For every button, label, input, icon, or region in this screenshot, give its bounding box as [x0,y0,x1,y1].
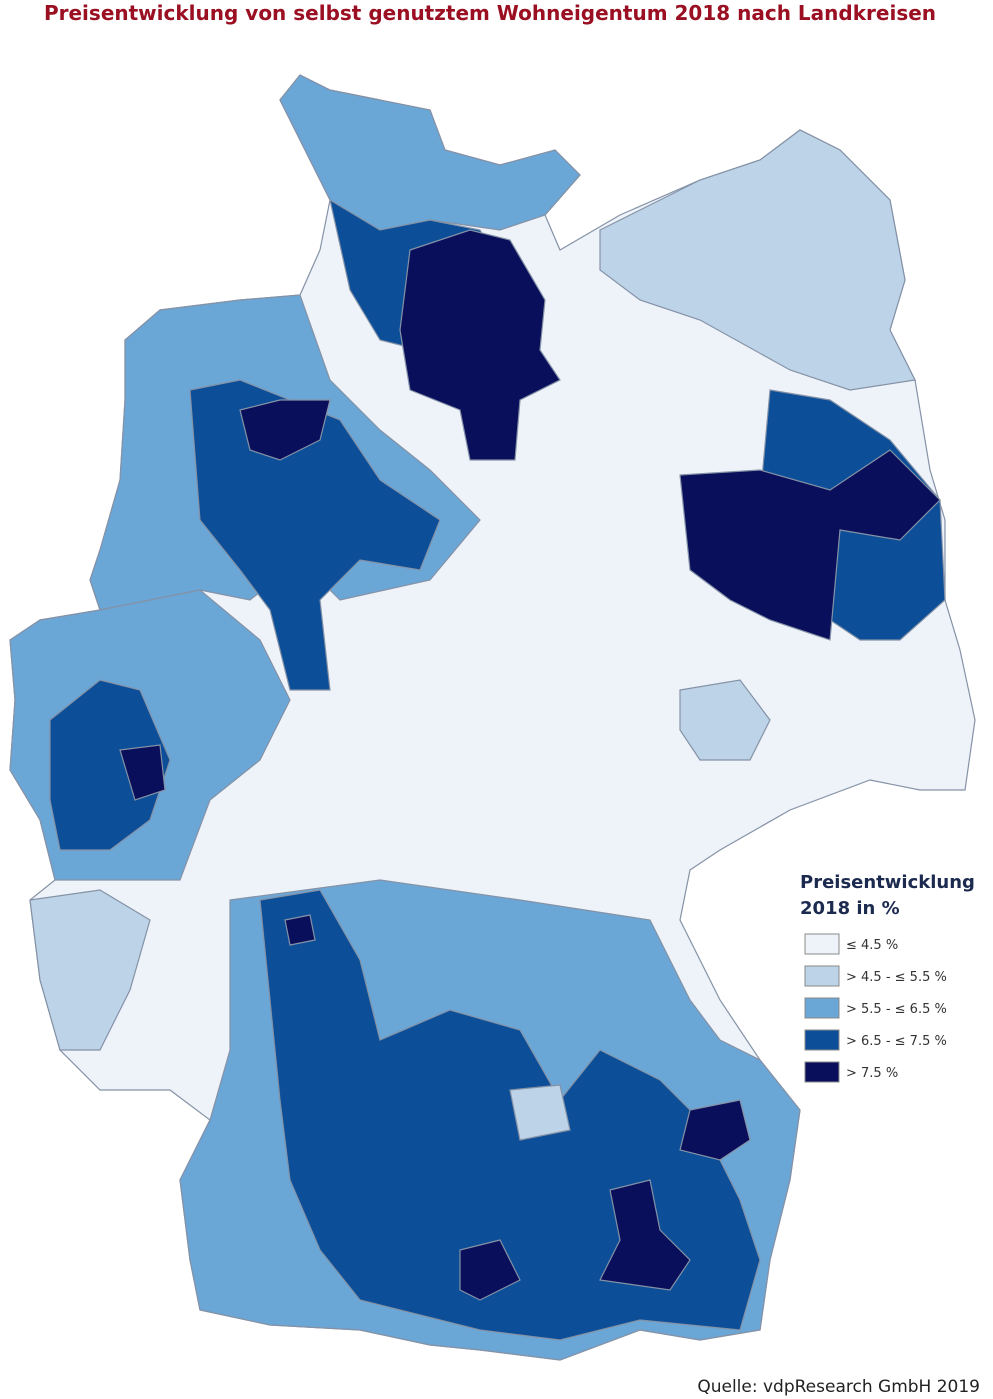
legend-swatch [804,997,840,1019]
legend-label: > 4.5 - ≤ 5.5 % [846,970,947,985]
legend-swatch [804,933,840,955]
district [49,679,171,851]
district [459,1239,521,1301]
legend-title: Preisentwicklung [800,872,975,893]
district [29,889,151,1051]
district [399,229,561,461]
germany-map [9,74,976,1361]
legend-label: > 6.5 - ≤ 7.5 % [846,1034,947,1049]
district [679,679,771,761]
district [599,129,916,391]
map-title: Preisentwicklung von selbst genutztem Wo… [44,1,936,25]
legend-title: 2018 in % [800,898,900,919]
legend-label: > 7.5 % [846,1066,898,1081]
source: Quelle: vdpResearch GmbH 2019 [697,1377,980,1397]
legend-label: ≤ 4.5 % [846,938,898,953]
legend-swatch [804,965,840,987]
legend-swatch [804,1029,840,1051]
district [279,74,581,251]
district [284,914,316,946]
legend-swatch [804,1061,840,1083]
district [119,744,166,801]
legend-label: > 5.5 - ≤ 6.5 % [846,1002,947,1017]
district [509,1084,571,1141]
district [599,1179,691,1291]
legend-items: ≤ 4.5 % > 4.5 - ≤ 5.5 % > 5.5 - ≤ 6.5 % > 6… [804,933,947,1083]
legend: Preisentwicklung 2018 in % ≤ 4.5 % > 4.5 … [800,872,975,1083]
district [239,399,331,461]
district [679,1099,751,1161]
district [679,449,941,641]
